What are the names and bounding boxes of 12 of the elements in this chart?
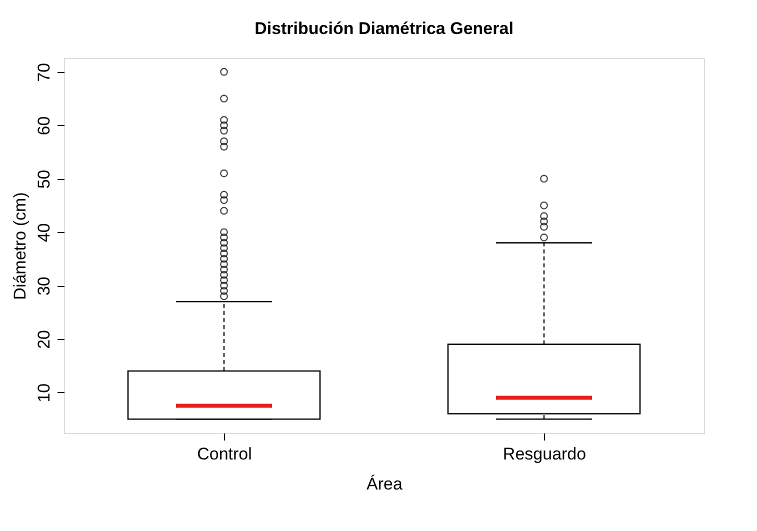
- y-tick-label: 50: [34, 170, 54, 189]
- y-axis-title: Diámetro (cm): [10, 192, 30, 300]
- x-tick-label: Resguardo: [502, 444, 586, 464]
- y-tick-label: 20: [34, 330, 54, 349]
- y-tick-label: 70: [34, 62, 54, 82]
- x-axis-title: Área: [366, 474, 403, 494]
- x-tick-label: Control: [197, 444, 252, 464]
- chart-title: Distribución Diamétrica General: [254, 19, 514, 38]
- y-tick-label: 30: [34, 276, 54, 296]
- y-tick-label: 60: [34, 116, 54, 136]
- y-tick-label: 10: [34, 383, 54, 402]
- y-tick-label: 40: [34, 223, 54, 242]
